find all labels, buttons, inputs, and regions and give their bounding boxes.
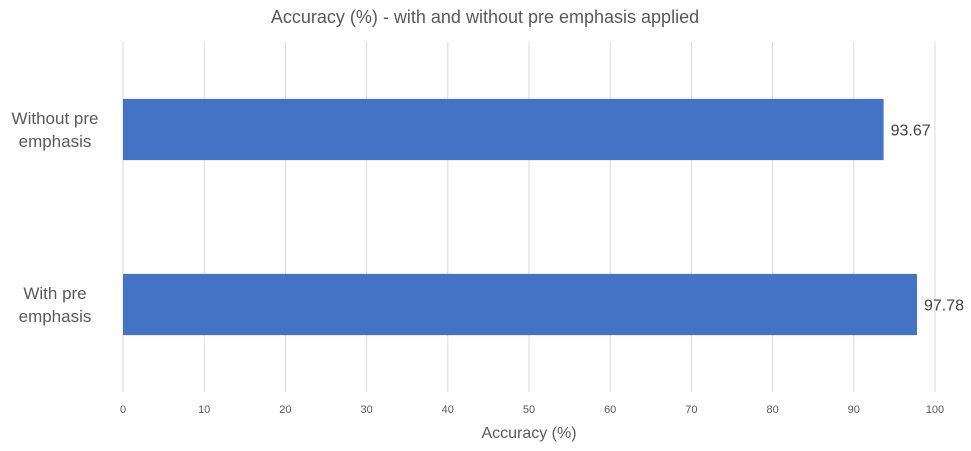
bar: [123, 273, 917, 336]
x-tick-label: 60: [604, 404, 616, 416]
data-label: 97.78: [924, 298, 964, 315]
x-tick-label: 40: [442, 404, 454, 416]
x-tick-label: 70: [685, 404, 697, 416]
bars-group: [123, 98, 917, 336]
x-tick-label: 0: [120, 404, 126, 416]
chart-title: Accuracy (%) - with and without pre emph…: [271, 7, 699, 27]
x-tick-label: 10: [198, 404, 210, 416]
y-category-label: emphasis: [19, 307, 92, 326]
data-label: 93.67: [891, 123, 931, 140]
y-axis-categories: Without pre emphasis With pre emphasis: [12, 109, 99, 326]
bar: [123, 98, 884, 161]
x-tick-label: 30: [360, 404, 372, 416]
y-category-label: With pre: [23, 284, 86, 303]
x-tick-label: 90: [848, 404, 860, 416]
x-axis-title: Accuracy (%): [481, 425, 576, 442]
x-tick-label: 20: [279, 404, 291, 416]
x-tick-label: 80: [766, 404, 778, 416]
x-tick-label: 50: [523, 404, 535, 416]
x-tick-label: 100: [926, 404, 944, 416]
gridlines: [122, 42, 936, 392]
x-axis-ticks: 0 10 20 30 40 50 60 70 80 90 100: [120, 404, 944, 416]
y-category-label: emphasis: [19, 132, 92, 151]
y-category-label: Without pre: [12, 109, 99, 128]
data-labels-group: 93.67 97.78: [891, 123, 965, 315]
